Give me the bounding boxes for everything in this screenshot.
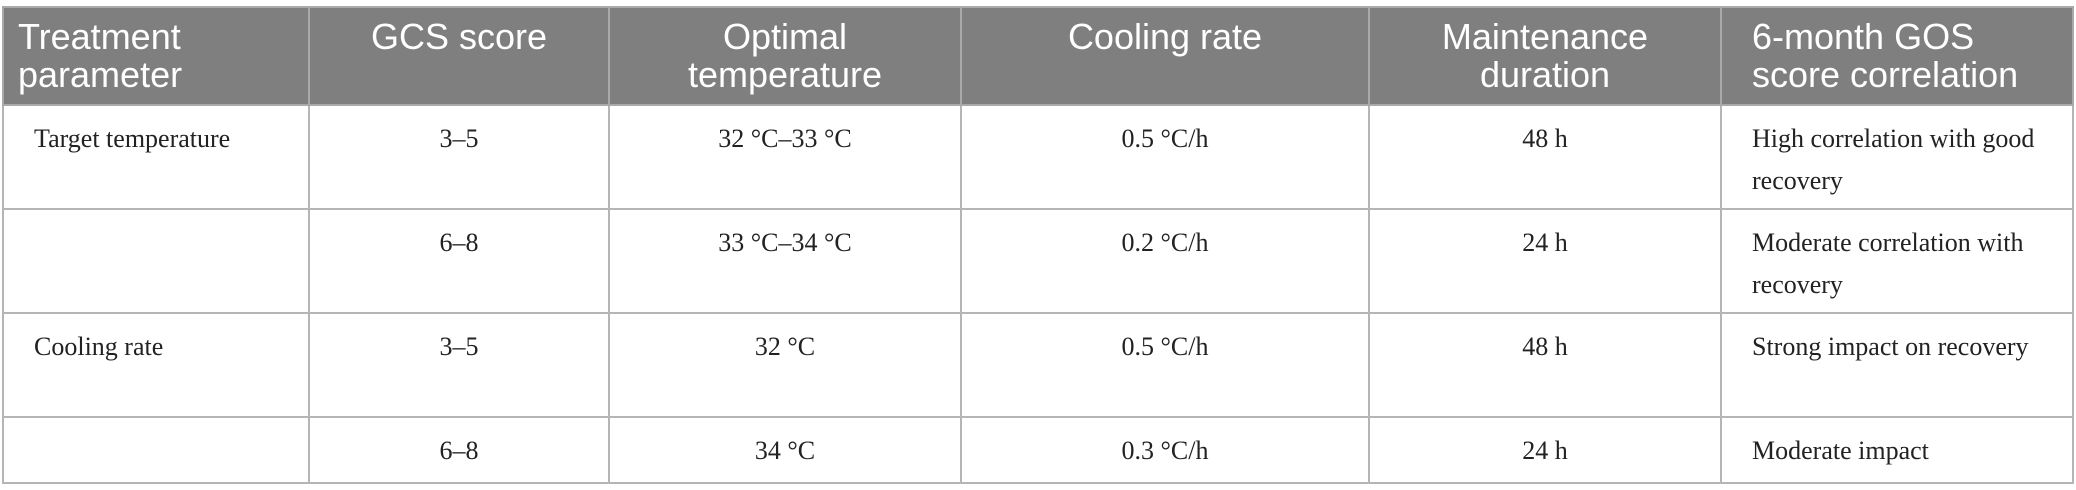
cell-optimal-temperature: 32 °C–33 °C — [608, 104, 962, 210]
cell-cooling-rate: 0.5 °C/h — [960, 104, 1370, 210]
cell-treatment-parameter: Cooling rate — [2, 312, 310, 418]
table-row: 6–8 34 °C 0.3 °C/h 24 h Moderate impact — [2, 416, 2074, 484]
table-row: Target temperature 3–5 32 °C–33 °C 0.5 °… — [2, 104, 2074, 210]
cell-gcs-score: 6–8 — [308, 416, 610, 484]
cell-cooling-rate: 0.5 °C/h — [960, 312, 1370, 418]
cell-gos-correlation: Moderate impact — [1720, 416, 2074, 484]
table-row: Cooling rate 3–5 32 °C 0.5 °C/h 48 h Str… — [2, 312, 2074, 418]
cell-maintenance-duration: 48 h — [1368, 104, 1722, 210]
cell-gcs-score: 3–5 — [308, 312, 610, 418]
data-table-container: Treatment parameter GCS score Optimal te… — [2, 6, 2074, 484]
cell-gcs-score: 3–5 — [308, 104, 610, 210]
cell-gos-correlation: Strong impact on recovery — [1720, 312, 2074, 418]
cell-optimal-temperature: 33 °C–34 °C — [608, 208, 962, 314]
cell-treatment-parameter: Target temperature — [2, 104, 310, 210]
cell-maintenance-duration: 48 h — [1368, 312, 1722, 418]
treatment-parameters-table: Treatment parameter GCS score Optimal te… — [2, 6, 2074, 484]
header-row: Treatment parameter GCS score Optimal te… — [2, 6, 2074, 106]
header-maintenance-duration: Maintenance duration — [1368, 6, 1722, 106]
header-treatment-parameter: Treatment parameter — [2, 6, 310, 106]
header-gos-correlation: 6-month GOS score correlation — [1720, 6, 2074, 106]
cell-cooling-rate: 0.3 °C/h — [960, 416, 1370, 484]
cell-maintenance-duration: 24 h — [1368, 208, 1722, 314]
header-gcs-score: GCS score — [308, 6, 610, 106]
cell-treatment-parameter — [2, 416, 310, 484]
cell-gcs-score: 6–8 — [308, 208, 610, 314]
cell-cooling-rate: 0.2 °C/h — [960, 208, 1370, 314]
cell-treatment-parameter — [2, 208, 310, 314]
cell-optimal-temperature: 32 °C — [608, 312, 962, 418]
header-cooling-rate: Cooling rate — [960, 6, 1370, 106]
cell-maintenance-duration: 24 h — [1368, 416, 1722, 484]
header-optimal-temperature: Optimal temperature — [608, 6, 962, 106]
table-row: 6–8 33 °C–34 °C 0.2 °C/h 24 h Moderate c… — [2, 208, 2074, 314]
cell-gos-correlation: High correlation with good recovery — [1720, 104, 2074, 210]
cell-optimal-temperature: 34 °C — [608, 416, 962, 484]
cell-gos-correlation: Moderate correlation with recovery — [1720, 208, 2074, 314]
